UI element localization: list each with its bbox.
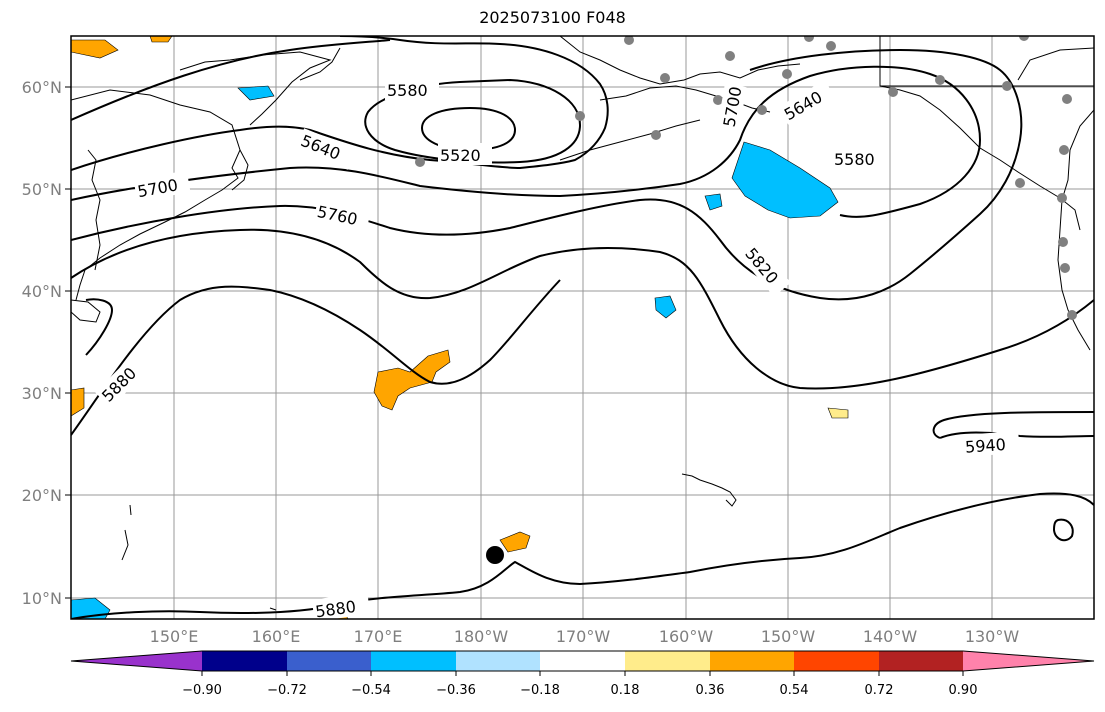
contour-label: 5520 — [440, 146, 481, 165]
colorbar-segment — [794, 651, 879, 671]
latitude-labels: 60°N 50°N 40°N 30°N 20°N 10°N — [22, 78, 62, 608]
colorbar-tick-label: 0.90 — [949, 683, 978, 698]
axis-ticks — [65, 86, 71, 599]
lat-label: 30°N — [22, 384, 62, 403]
contour-label: 5580 — [387, 81, 428, 100]
lon-label: 130°W — [965, 627, 1020, 646]
highlighted-location-marker — [486, 546, 504, 564]
map-title: 2025073100 F048 — [479, 8, 626, 27]
colorbar-segment — [71, 651, 202, 671]
map-frame — [70, 35, 1095, 620]
lon-label: 170°E — [354, 627, 403, 646]
colorbar-segment — [287, 651, 371, 671]
colorbar-tick-label: 0.72 — [865, 683, 894, 698]
lon-label: 150°E — [150, 627, 199, 646]
lon-label: 140°W — [863, 627, 918, 646]
colorbar-tick-label: −0.18 — [520, 683, 560, 698]
colorbar-segment — [540, 651, 625, 671]
coastlines — [71, 36, 1094, 611]
colorbar-segment — [625, 651, 710, 671]
colorbar-tick-label: 0.54 — [780, 683, 809, 698]
colorbar-tick-label: −0.36 — [436, 683, 476, 698]
lat-label: 20°N — [22, 486, 62, 505]
colorbar-segment — [456, 651, 540, 671]
colorbar-segments — [71, 651, 1094, 671]
lat-label: 40°N — [22, 282, 62, 301]
station-markers — [415, 36, 1077, 320]
colorbar-segment — [963, 651, 1094, 671]
lat-label: 60°N — [22, 78, 62, 97]
lon-label: 160°W — [659, 627, 714, 646]
colorbar-tick-label: −0.90 — [182, 683, 222, 698]
colorbar-segment — [202, 651, 287, 671]
lon-label: 150°W — [761, 627, 816, 646]
lat-label: 10°N — [22, 589, 62, 608]
gridlines — [71, 36, 1094, 619]
colorbar-tick-label: 0.18 — [611, 683, 640, 698]
lat-label: 50°N — [22, 180, 62, 199]
lon-label: 180°W — [454, 627, 509, 646]
colorbar-segment — [371, 651, 456, 671]
colorbar-tick-label: 0.36 — [696, 683, 725, 698]
colorbar-tick-label: −0.72 — [267, 683, 307, 698]
contour-label: 5940 — [965, 435, 1007, 457]
lon-label: 170°W — [556, 627, 611, 646]
lon-label: 160°E — [252, 627, 301, 646]
colorbar: −0.90 −0.72 −0.54 −0.36 −0.18 0.18 0.36 … — [70, 650, 1095, 698]
colorbar-tick-label: −0.54 — [351, 683, 391, 698]
contour-label: 5580 — [834, 150, 875, 169]
colorbar-segment — [710, 651, 794, 671]
colorbar-segment — [879, 651, 963, 671]
longitude-labels: 150°E 160°E 170°E 180°W 170°W 160°W 150°… — [150, 627, 1020, 646]
contour-label: 5880 — [314, 597, 357, 621]
